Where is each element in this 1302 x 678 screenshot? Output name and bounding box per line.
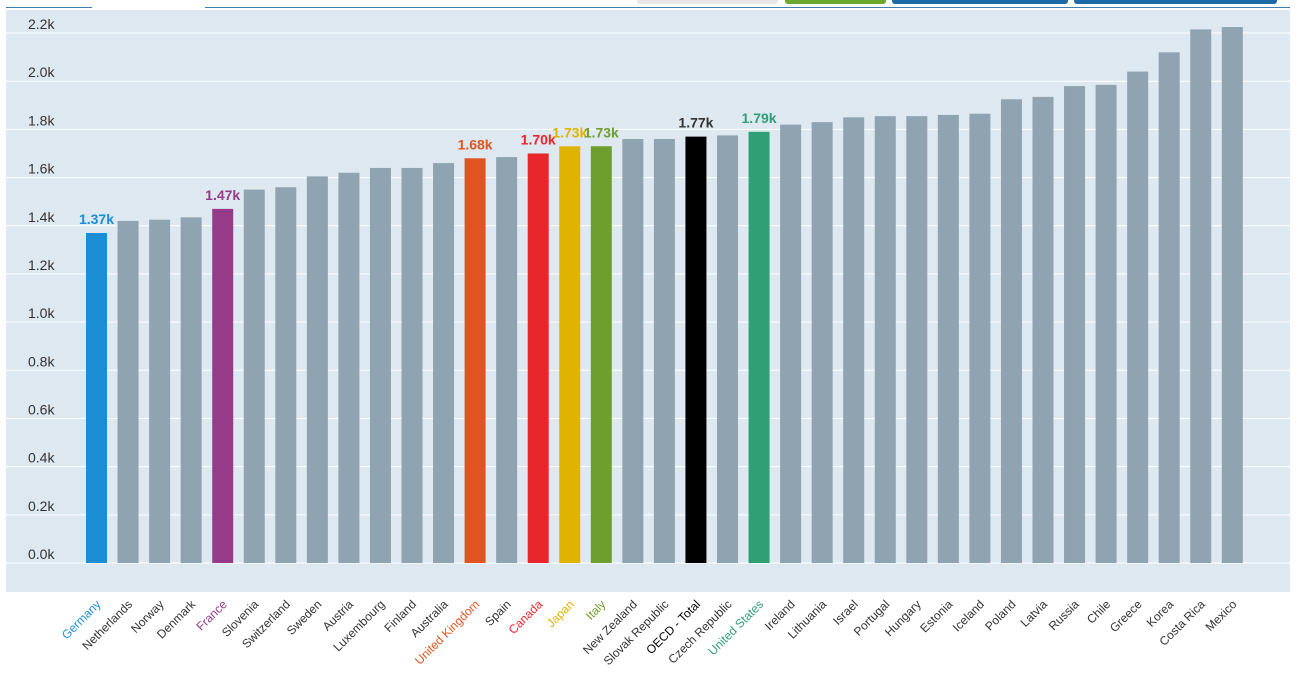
- y-tick-label: 1.6k: [28, 161, 55, 177]
- x-tick-label: Japan: [544, 597, 577, 630]
- bar[interactable]: [496, 157, 518, 563]
- toolbar-button-1[interactable]: [637, 0, 778, 4]
- y-tick-label: 1.4k: [28, 209, 55, 225]
- y-tick-label: 0.6k: [28, 401, 55, 417]
- data-label: 1.47k: [205, 187, 240, 203]
- data-label: 1.70k: [521, 131, 556, 147]
- x-tick-label: Poland: [982, 597, 1018, 633]
- bar[interactable]: [243, 189, 265, 563]
- toolbar-button-3[interactable]: [892, 0, 1068, 4]
- bar[interactable]: [212, 208, 234, 564]
- bar[interactable]: [527, 153, 549, 563]
- x-tick-label: Estonia: [917, 597, 955, 635]
- data-label: 1.73k: [552, 124, 587, 140]
- data-label: 1.37k: [79, 211, 114, 227]
- bar[interactable]: [1221, 27, 1243, 564]
- bar[interactable]: [1064, 86, 1086, 563]
- toolbar-button-2[interactable]: [785, 0, 886, 4]
- toolbar-button-4[interactable]: [1074, 0, 1277, 4]
- bar[interactable]: [180, 217, 202, 563]
- top-toolbar: [0, 0, 1302, 10]
- x-tick-label: Latvia: [1018, 597, 1051, 630]
- bar[interactable]: [306, 176, 328, 563]
- y-tick-label: 1.8k: [28, 112, 55, 128]
- x-tick-label: Canada: [506, 597, 546, 637]
- data-label: 1.73k: [584, 124, 619, 140]
- bar[interactable]: [1000, 99, 1022, 564]
- y-tick-label: 0.4k: [28, 450, 55, 466]
- bar[interactable]: [653, 139, 675, 563]
- y-tick-label: 1.0k: [28, 305, 55, 321]
- bar[interactable]: [1127, 71, 1149, 563]
- bar[interactable]: [149, 219, 171, 563]
- bar[interactable]: [906, 116, 928, 563]
- bar[interactable]: [401, 167, 423, 564]
- x-tick-label: Italy: [583, 597, 608, 622]
- bar[interactable]: [843, 117, 865, 563]
- x-tick-label: Russia: [1046, 597, 1082, 633]
- x-tick-label: Iceland: [950, 597, 987, 634]
- bar[interactable]: [874, 116, 896, 563]
- x-axis: GermanyNetherlandsNorwayDenmarkFranceSlo…: [59, 597, 1240, 668]
- y-axis: 0.0k 0.2k 0.4k 0.6k 0.8k 1.0k 1.2k 1.4k 1.6k 1.8k…: [28, 16, 55, 562]
- y-tick-label: 1.2k: [28, 257, 55, 273]
- x-tick-label: Greece: [1107, 597, 1145, 635]
- bar[interactable]: [464, 158, 486, 563]
- bar[interactable]: [433, 163, 455, 563]
- data-label: 1.79k: [742, 110, 777, 126]
- bars: [86, 27, 1243, 564]
- y-tick-label: 2.2k: [28, 16, 55, 32]
- bar[interactable]: [275, 187, 297, 564]
- bar[interactable]: [937, 114, 959, 564]
- bar[interactable]: [1190, 29, 1212, 564]
- bar[interactable]: [1095, 84, 1117, 563]
- bar[interactable]: [748, 131, 770, 563]
- bar[interactable]: [811, 122, 833, 563]
- bar[interactable]: [369, 167, 391, 564]
- bar[interactable]: [622, 139, 644, 563]
- bar[interactable]: [780, 124, 802, 564]
- bar[interactable]: [86, 232, 107, 563]
- data-label: 1.68k: [458, 136, 493, 152]
- y-tick-label: 2.0k: [28, 64, 55, 80]
- bar[interactable]: [590, 146, 612, 564]
- bar[interactable]: [717, 135, 738, 563]
- bar[interactable]: [338, 172, 360, 563]
- y-tick-label: 0.2k: [28, 498, 55, 514]
- bar[interactable]: [1032, 96, 1054, 563]
- bar[interactable]: [559, 146, 581, 564]
- x-tick-label: Mexico: [1203, 597, 1240, 634]
- toolbar-divider: [6, 7, 1290, 8]
- data-label: 1.77k: [678, 115, 713, 131]
- y-tick-label: 0.8k: [28, 353, 55, 369]
- bar[interactable]: [969, 113, 991, 564]
- bar[interactable]: [117, 220, 139, 563]
- bar[interactable]: [685, 136, 707, 564]
- bar[interactable]: [1158, 52, 1180, 564]
- y-tick-label: 0.0k: [28, 546, 55, 562]
- active-tab[interactable]: [92, 0, 205, 9]
- x-tick-label: Sweden: [284, 597, 325, 638]
